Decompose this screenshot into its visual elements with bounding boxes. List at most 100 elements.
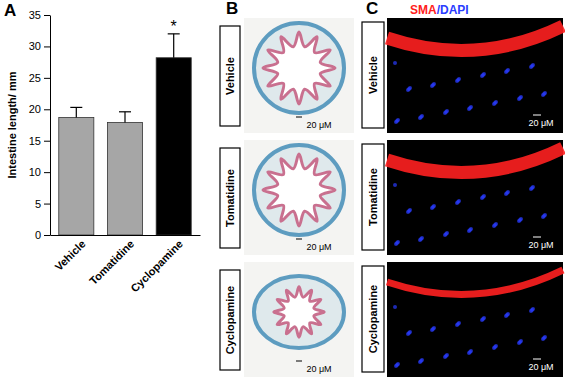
nucleus: [530, 186, 534, 190]
y-tick-mark: [44, 109, 50, 110]
error-bar-cap: [70, 107, 82, 108]
row-label-box: [220, 148, 240, 248]
y-tick-label: 25: [29, 72, 41, 84]
muscle-layer: [387, 148, 563, 173]
y-axis-line: [50, 16, 51, 236]
nucleus: [432, 82, 436, 86]
y-tick-label: 5: [35, 198, 41, 210]
error-bar: [119, 112, 131, 123]
scale-bar: [296, 239, 302, 240]
y-tick: 25: [29, 72, 50, 84]
nucleus: [444, 232, 448, 236]
nucleus: [481, 195, 485, 199]
micrograph-frame: [244, 140, 354, 255]
nucleus: [493, 345, 497, 349]
nucleus: [519, 339, 523, 343]
nucleus: [542, 214, 546, 218]
y-tick-label: 30: [29, 40, 41, 52]
nucleus: [531, 63, 535, 67]
nucleus: [542, 92, 546, 96]
stain-name: /DAPI: [437, 3, 469, 17]
y-tick-label: 35: [29, 9, 41, 21]
nucleus: [506, 190, 510, 194]
y-axis: 05101520253035: [29, 9, 51, 241]
tissue-section: [254, 23, 344, 113]
y-tick: 30: [29, 40, 50, 52]
nucleus: [432, 204, 436, 208]
row-label: Tomatidine: [367, 168, 379, 226]
panel-label: B: [226, 0, 238, 18]
nucleus: [431, 205, 435, 209]
nucleus: [482, 194, 486, 198]
nucleus: [396, 362, 400, 366]
x-tick: Tomatidine: [87, 235, 136, 287]
plot-area: [59, 34, 191, 235]
nucleus: [494, 222, 498, 226]
nucleus: [393, 305, 397, 309]
scale-bar: [296, 117, 302, 118]
mucosa: [263, 32, 335, 104]
y-tick-mark: [44, 141, 50, 142]
scale-bar-label: 20 μM: [528, 118, 553, 128]
y-tick: 0: [35, 229, 50, 241]
y-tick-label: 20: [29, 103, 41, 115]
nucleus: [408, 208, 412, 212]
nucleus: [543, 91, 547, 95]
nucleus: [518, 340, 522, 344]
error-bar: [168, 34, 180, 58]
micrograph-frame: [387, 18, 563, 133]
nucleus: [494, 100, 498, 104]
row-label-box: [220, 26, 240, 126]
nucleus: [431, 327, 435, 331]
nucleus: [530, 308, 534, 312]
row-label: Vehicle: [224, 57, 236, 95]
nucleus: [419, 115, 423, 119]
scale-bar-label: 20 μM: [306, 242, 331, 252]
stain-name: SMA: [410, 3, 437, 17]
micrograph-frame: [387, 140, 563, 255]
y-tick: 10: [29, 166, 50, 178]
y-tick-mark: [44, 46, 50, 47]
y-tick: 20: [29, 103, 50, 115]
y-tick: 35: [29, 9, 50, 21]
nucleus: [481, 317, 485, 321]
x-tick-label: Cyclopamine: [128, 238, 185, 295]
nucleus: [518, 96, 522, 100]
nucleus: [457, 77, 461, 81]
nucleus: [482, 72, 486, 76]
scale-bar-label: 20 μM: [306, 120, 331, 130]
nucleus: [431, 83, 435, 87]
nucleus: [393, 61, 397, 65]
bar: [156, 58, 191, 235]
y-tick-mark: [44, 78, 50, 79]
error-bar-stem: [124, 112, 125, 123]
nucleus: [408, 330, 412, 334]
error-bar-cap: [119, 111, 131, 112]
muscle-layer: [387, 270, 563, 295]
micrograph-frame: [244, 262, 354, 377]
scale-bar: [533, 115, 541, 116]
row-label-box: [362, 266, 384, 372]
row-label: Vehicle: [367, 56, 379, 94]
row-label: Cyclopamine: [367, 285, 379, 353]
nucleus: [407, 87, 411, 91]
nucleus: [482, 316, 486, 320]
nucleus: [419, 359, 423, 363]
nucleus: [530, 64, 534, 68]
nucleus: [493, 101, 497, 105]
x-axis: VehicleTomatidineCyclopamine: [51, 235, 201, 295]
row-label: Tomatidine: [224, 169, 236, 227]
nucleus: [494, 344, 498, 348]
scale-bar: [533, 359, 541, 360]
nucleus: [407, 209, 411, 213]
x-tick: Vehicle: [52, 235, 87, 273]
nucleus: [531, 307, 535, 311]
scale-bar-label: 20 μM: [528, 362, 553, 372]
nucleus: [468, 350, 472, 354]
nucleus: [543, 213, 547, 217]
nucleus: [393, 183, 397, 187]
bar: [59, 117, 94, 235]
y-tick-label: 10: [29, 166, 41, 178]
nucleus: [419, 237, 423, 241]
x-tick: Cyclopamine: [128, 235, 185, 295]
